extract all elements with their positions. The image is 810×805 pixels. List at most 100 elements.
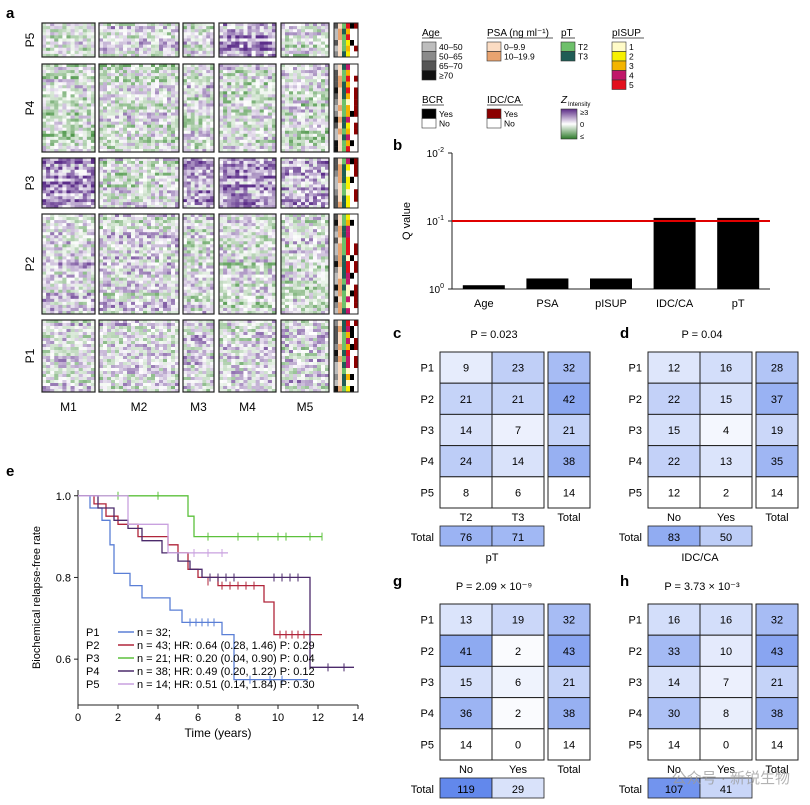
table-total-row-label: Total <box>619 784 642 796</box>
table-cell <box>699 382 753 415</box>
heatmap-row-label: P5 <box>23 32 37 47</box>
y-axis-label: Q value <box>401 202 413 240</box>
legend-title-psa: PSA (ng ml⁻¹) <box>487 28 549 39</box>
heatmap-block-border <box>182 63 215 153</box>
bar-pt <box>717 217 760 289</box>
table-grand-total-value: 71 <box>512 532 524 544</box>
table-cell <box>647 728 701 761</box>
annotation-border <box>333 213 359 315</box>
table-cell <box>699 351 753 384</box>
table-total-cell <box>755 634 799 667</box>
table-grand-total-value: 41 <box>720 784 732 796</box>
table-cell-value: 33 <box>668 646 680 658</box>
table-row-label: P4 <box>421 456 434 468</box>
x-tick-label: PSA <box>536 298 559 310</box>
table-cell <box>699 728 753 761</box>
legend-label: 3 <box>629 61 634 71</box>
legend-label: T3 <box>578 52 588 62</box>
y-tick-label: 0.8 <box>56 572 71 584</box>
table-grand-total-value: 83 <box>668 532 680 544</box>
legend-swatch <box>486 51 502 62</box>
table-cell <box>699 476 753 509</box>
heatmap-col-label: M3 <box>190 400 207 414</box>
table-cell-value: 21 <box>460 394 472 406</box>
legend-swatch <box>611 70 627 81</box>
heatmap-block-border <box>41 319 96 393</box>
table-cell-value: 13 <box>720 456 732 468</box>
table-total-cell <box>547 445 591 478</box>
table-cell <box>439 413 493 447</box>
km-survival-chart: 0 2 4 6 8 10 12 14 0.6 0.8 1.0 Time (years) Biochemi… <box>31 490 364 740</box>
km-curve-p5 <box>78 495 228 554</box>
table-cell-value: 15 <box>668 425 680 437</box>
table-row-label: P5 <box>629 487 642 499</box>
heatmap-block <box>280 319 330 393</box>
table-cell <box>439 445 493 478</box>
table-total-value: 14 <box>563 487 575 499</box>
legend-label: 0–9.9 <box>504 42 526 52</box>
table-cell-value: 41 <box>460 646 472 658</box>
table-total-value: 14 <box>563 739 575 751</box>
table-cell-value: 15 <box>720 394 732 406</box>
table-row-label: P3 <box>421 677 434 689</box>
qvalue-bar-chart: 10-2 10-1 100 Q value Age PSA pISUP IDC/CA pT <box>401 147 770 310</box>
legend-z-gradient <box>560 108 578 140</box>
heatmap-block-border <box>280 213 330 315</box>
km-legend-group: P1 <box>86 627 99 639</box>
heatmap-block <box>41 319 96 393</box>
table-cell-value: 23 <box>512 363 524 375</box>
table-cell-value: 13 <box>460 615 472 627</box>
km-legend-stats: n = 32; <box>137 627 171 639</box>
annotation-tracks <box>333 157 359 209</box>
table-total-cell <box>755 665 799 699</box>
table-cell <box>699 603 753 636</box>
table-cell-value: 14 <box>668 677 680 689</box>
heatmap-row-label: P4 <box>23 100 37 115</box>
heatmap-block-border <box>182 319 215 393</box>
table-cell-value: 2 <box>723 487 729 499</box>
table-g: P = 2.09 × 10⁻⁹ P1 13 19 32 P2 41 2 43 P3 15 6 21 P4 3… <box>411 581 591 805</box>
table-row-label: P4 <box>629 456 642 468</box>
y-tick-label: 10-1 <box>427 215 444 228</box>
legend-title-pt: pT <box>561 28 573 39</box>
bar-idc-ca <box>653 217 696 289</box>
heatmap-block-border <box>41 213 96 315</box>
legend-z-tick: ≤ <box>580 132 584 141</box>
table-cell-value: 12 <box>668 487 680 499</box>
x-tick-label: 14 <box>352 712 364 724</box>
table-cell <box>439 351 493 384</box>
bar-psa <box>526 278 569 289</box>
legend-label: Yes <box>504 109 518 119</box>
table-row-label: P3 <box>629 677 642 689</box>
legend-subtitle-z: Intensity <box>568 102 590 108</box>
table-grand-total-cell <box>699 525 753 547</box>
heatmap-row-label: P2 <box>23 256 37 271</box>
table-total-value: 38 <box>771 708 783 720</box>
heatmap-block <box>41 63 96 153</box>
table-row-label: P5 <box>629 739 642 751</box>
legend-label: 1 <box>629 42 634 52</box>
table-grand-total-value: 29 <box>512 784 524 796</box>
table-cell-value: 30 <box>668 708 680 720</box>
annotation-border <box>333 22 359 58</box>
table-cell <box>647 697 701 730</box>
heatmap-block-border <box>182 213 215 315</box>
table-cell-value: 6 <box>515 677 521 689</box>
table-grand-total-value: 107 <box>665 784 683 796</box>
legend-swatch <box>421 118 437 129</box>
y-tick-label: 100 <box>429 283 444 296</box>
heatmap-block <box>98 157 180 209</box>
table-total-row-label: Total <box>619 532 642 544</box>
legend-swatch <box>421 60 437 71</box>
heatmap-block <box>218 213 277 315</box>
table-total-value: 42 <box>563 394 575 406</box>
legend-swatch <box>560 51 576 62</box>
table-cell <box>439 476 493 509</box>
heatmap-block-border <box>98 63 180 153</box>
x-tick-label: pT <box>732 298 745 310</box>
table-col-label: Total <box>557 512 580 524</box>
table-grand-total-value: 50 <box>720 532 732 544</box>
table-total-value: 21 <box>563 425 575 437</box>
heatmap-block-border <box>218 63 277 153</box>
table-grand-total-cell <box>491 525 545 547</box>
